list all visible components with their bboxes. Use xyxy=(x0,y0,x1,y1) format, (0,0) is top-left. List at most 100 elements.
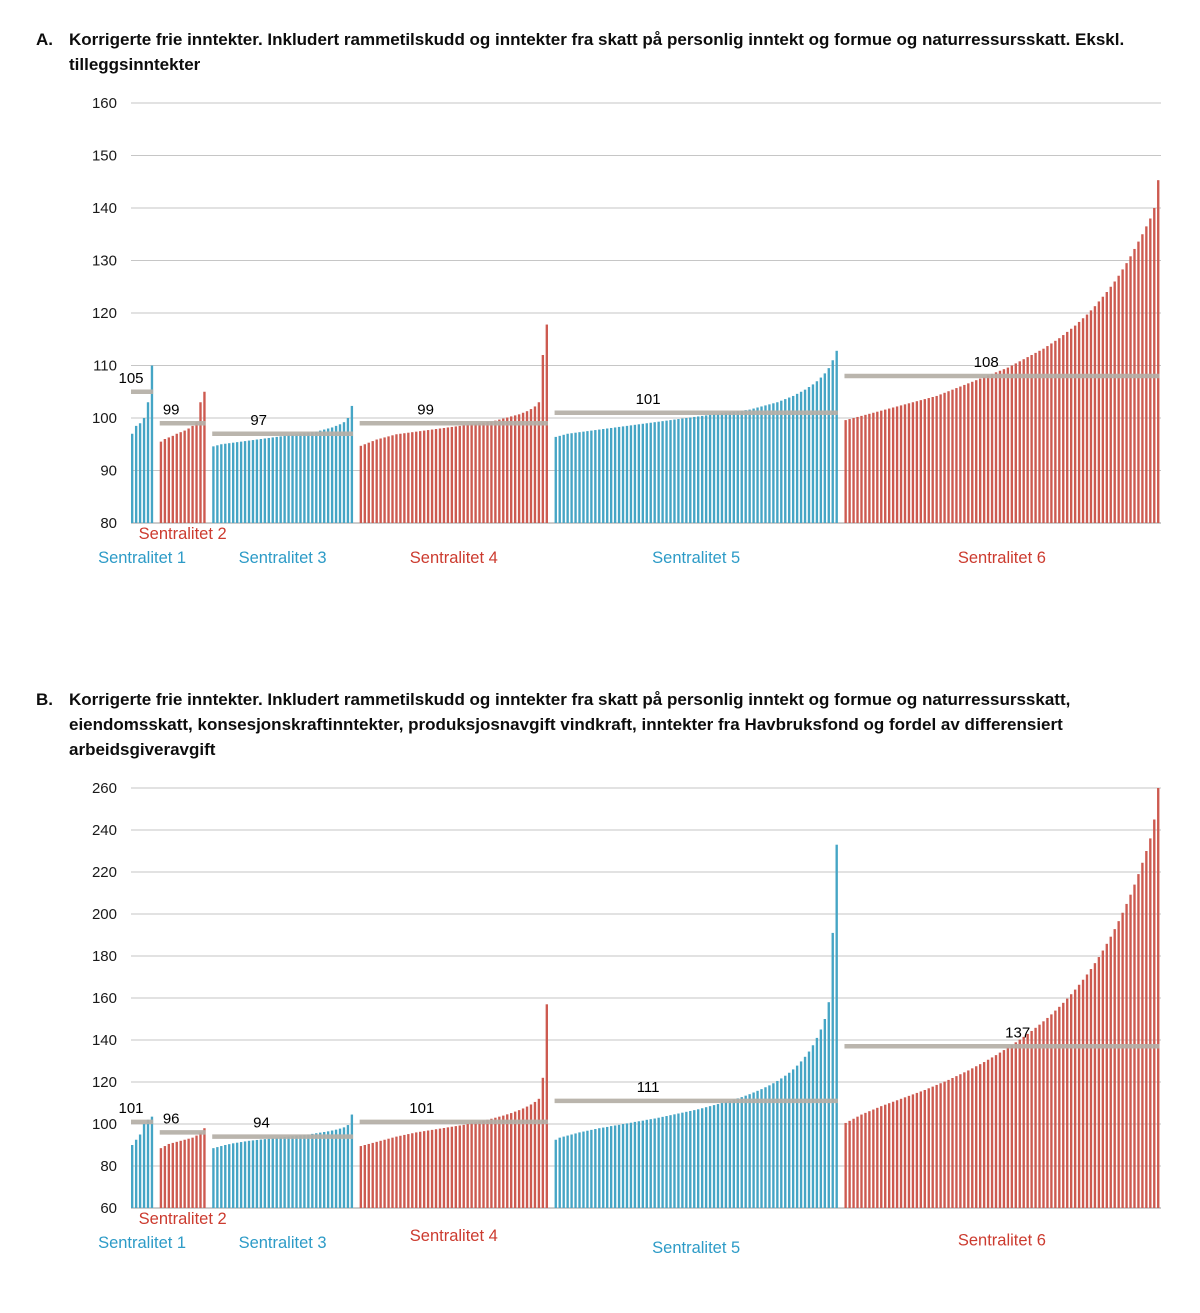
group-label: Sentralitet 6 xyxy=(958,1232,1046,1250)
bar xyxy=(399,434,402,524)
bar xyxy=(291,1136,294,1209)
bar xyxy=(951,389,954,524)
bar xyxy=(641,1120,644,1209)
bar xyxy=(756,1091,759,1209)
bar xyxy=(819,1029,823,1209)
bar xyxy=(259,1139,263,1209)
bar xyxy=(986,375,990,524)
bar xyxy=(978,378,982,524)
bar xyxy=(263,1139,267,1209)
bar xyxy=(1097,301,1101,524)
bar xyxy=(466,425,469,524)
bar xyxy=(391,1137,394,1209)
bar xyxy=(1014,363,1017,524)
bar xyxy=(159,441,163,524)
bar xyxy=(1014,1042,1017,1209)
bar xyxy=(617,1125,621,1209)
bar xyxy=(167,437,171,524)
bar xyxy=(1153,208,1156,524)
bar xyxy=(175,1142,178,1209)
bar xyxy=(629,1122,633,1209)
bar xyxy=(819,377,823,524)
bar xyxy=(967,1070,970,1209)
bar xyxy=(1137,241,1140,524)
bar xyxy=(856,1116,859,1209)
bar xyxy=(279,1137,282,1209)
bar xyxy=(163,1146,167,1209)
bar xyxy=(880,1106,883,1209)
bar xyxy=(470,1123,473,1209)
bar xyxy=(895,406,899,524)
bar xyxy=(506,1114,509,1209)
group-label: Sentralitet 2 xyxy=(139,525,227,543)
bar xyxy=(811,1045,815,1209)
bar xyxy=(359,1146,363,1209)
bar xyxy=(748,1094,751,1209)
bar xyxy=(138,423,142,524)
bar xyxy=(498,419,501,524)
bar xyxy=(224,444,227,524)
bar xyxy=(228,443,231,524)
bar xyxy=(247,440,251,524)
bar xyxy=(338,1128,342,1209)
bar xyxy=(1006,1047,1010,1209)
bar xyxy=(681,1112,684,1209)
bar xyxy=(693,417,696,524)
bar xyxy=(1010,1045,1014,1209)
bar xyxy=(720,413,724,524)
bar xyxy=(142,418,146,524)
bar xyxy=(975,1066,978,1209)
bar xyxy=(458,426,461,524)
bar xyxy=(764,405,767,524)
bar xyxy=(967,383,970,524)
bar xyxy=(510,1113,513,1209)
bar xyxy=(1101,950,1105,1209)
bar xyxy=(625,426,629,524)
bar xyxy=(490,1118,493,1209)
bar xyxy=(689,1111,692,1209)
bar xyxy=(521,413,525,524)
bar xyxy=(311,1134,314,1209)
bar xyxy=(697,416,700,524)
bar xyxy=(363,1145,366,1209)
bar xyxy=(621,426,625,524)
bar xyxy=(391,435,394,524)
bar xyxy=(179,1141,182,1209)
bar xyxy=(637,424,641,524)
bar xyxy=(852,418,855,524)
bar xyxy=(799,1061,803,1209)
bar xyxy=(235,1142,239,1209)
bar xyxy=(239,1142,243,1209)
y-tick-label: 130 xyxy=(92,253,117,270)
group-label: Sentralitet 3 xyxy=(239,1234,327,1252)
bar xyxy=(645,1120,648,1209)
bar xyxy=(998,371,1002,524)
bar xyxy=(1050,1014,1053,1209)
bar xyxy=(150,365,154,524)
bar xyxy=(827,368,830,524)
bar xyxy=(959,1074,962,1209)
bar xyxy=(606,428,609,524)
chart-a-title: A. Korrigerte frie inntekter. Inkludert … xyxy=(36,28,1170,77)
bar xyxy=(422,430,426,524)
bar xyxy=(685,1112,688,1209)
bar xyxy=(529,409,533,524)
page: A. Korrigerte frie inntekter. Inkludert … xyxy=(36,28,1170,1273)
group-label: Sentralitet 2 xyxy=(139,1210,227,1228)
bar xyxy=(891,1101,895,1209)
chart-b-prefix: B. xyxy=(36,690,53,710)
bar xyxy=(350,406,354,524)
bar xyxy=(1129,894,1132,1209)
bar xyxy=(458,1125,461,1209)
bar xyxy=(641,424,644,524)
bar xyxy=(533,1102,537,1209)
bar xyxy=(613,427,617,524)
bar xyxy=(434,429,438,524)
bar xyxy=(903,1097,907,1209)
bar xyxy=(574,432,577,524)
bar xyxy=(562,1136,565,1209)
bar xyxy=(212,1148,215,1209)
bar xyxy=(474,1122,477,1209)
bar xyxy=(1113,929,1116,1209)
bar xyxy=(1149,838,1152,1209)
